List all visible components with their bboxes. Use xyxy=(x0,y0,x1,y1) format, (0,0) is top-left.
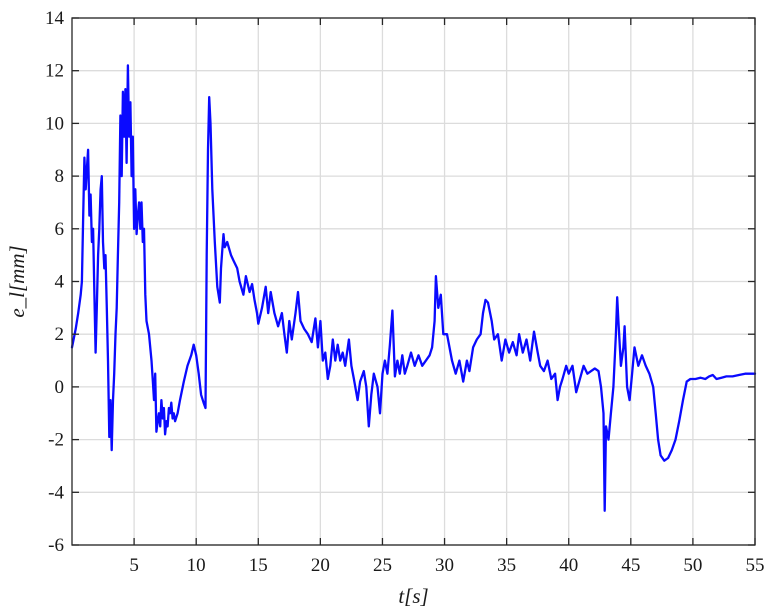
y-tick-label: 14 xyxy=(45,8,65,29)
x-tick-label: 10 xyxy=(187,555,206,576)
y-tick-labels: -6 -4 -2 0 2 4 6 8 10 12 14 xyxy=(45,8,65,556)
x-tick-label: 55 xyxy=(746,555,765,576)
x-tick-label: 5 xyxy=(129,555,139,576)
y-tick-label: 0 xyxy=(55,377,65,398)
y-tick-label: -2 xyxy=(48,430,64,451)
grid xyxy=(72,17,756,546)
y-tick-label: -4 xyxy=(48,482,64,503)
series-layer xyxy=(70,64,757,512)
x-tick-label: 50 xyxy=(683,555,702,576)
x-tick-labels: 5 10 15 20 25 30 35 40 45 50 55 xyxy=(129,555,764,576)
x-tick-label: 45 xyxy=(621,555,640,576)
y-tick-label: 6 xyxy=(55,219,65,240)
x-tick-label: 15 xyxy=(249,555,268,576)
y-tick-label: 4 xyxy=(55,272,65,293)
y-tick-label: -6 xyxy=(48,535,64,556)
x-tick-label: 35 xyxy=(497,555,516,576)
x-tick-label: 40 xyxy=(559,555,578,576)
series-line xyxy=(70,64,757,512)
x-tick-label: 30 xyxy=(435,555,454,576)
y-tick-label: 2 xyxy=(55,324,65,345)
y-tick-label: 8 xyxy=(55,166,65,187)
y-axis-label: e_l[mm] xyxy=(5,245,29,317)
ticks xyxy=(72,17,756,546)
y-tick-label: 12 xyxy=(45,61,64,82)
x-axis-label: t[s] xyxy=(398,584,428,608)
x-tick-label: 25 xyxy=(373,555,392,576)
x-tick-label: 20 xyxy=(311,555,330,576)
y-tick-label: 10 xyxy=(45,113,64,134)
